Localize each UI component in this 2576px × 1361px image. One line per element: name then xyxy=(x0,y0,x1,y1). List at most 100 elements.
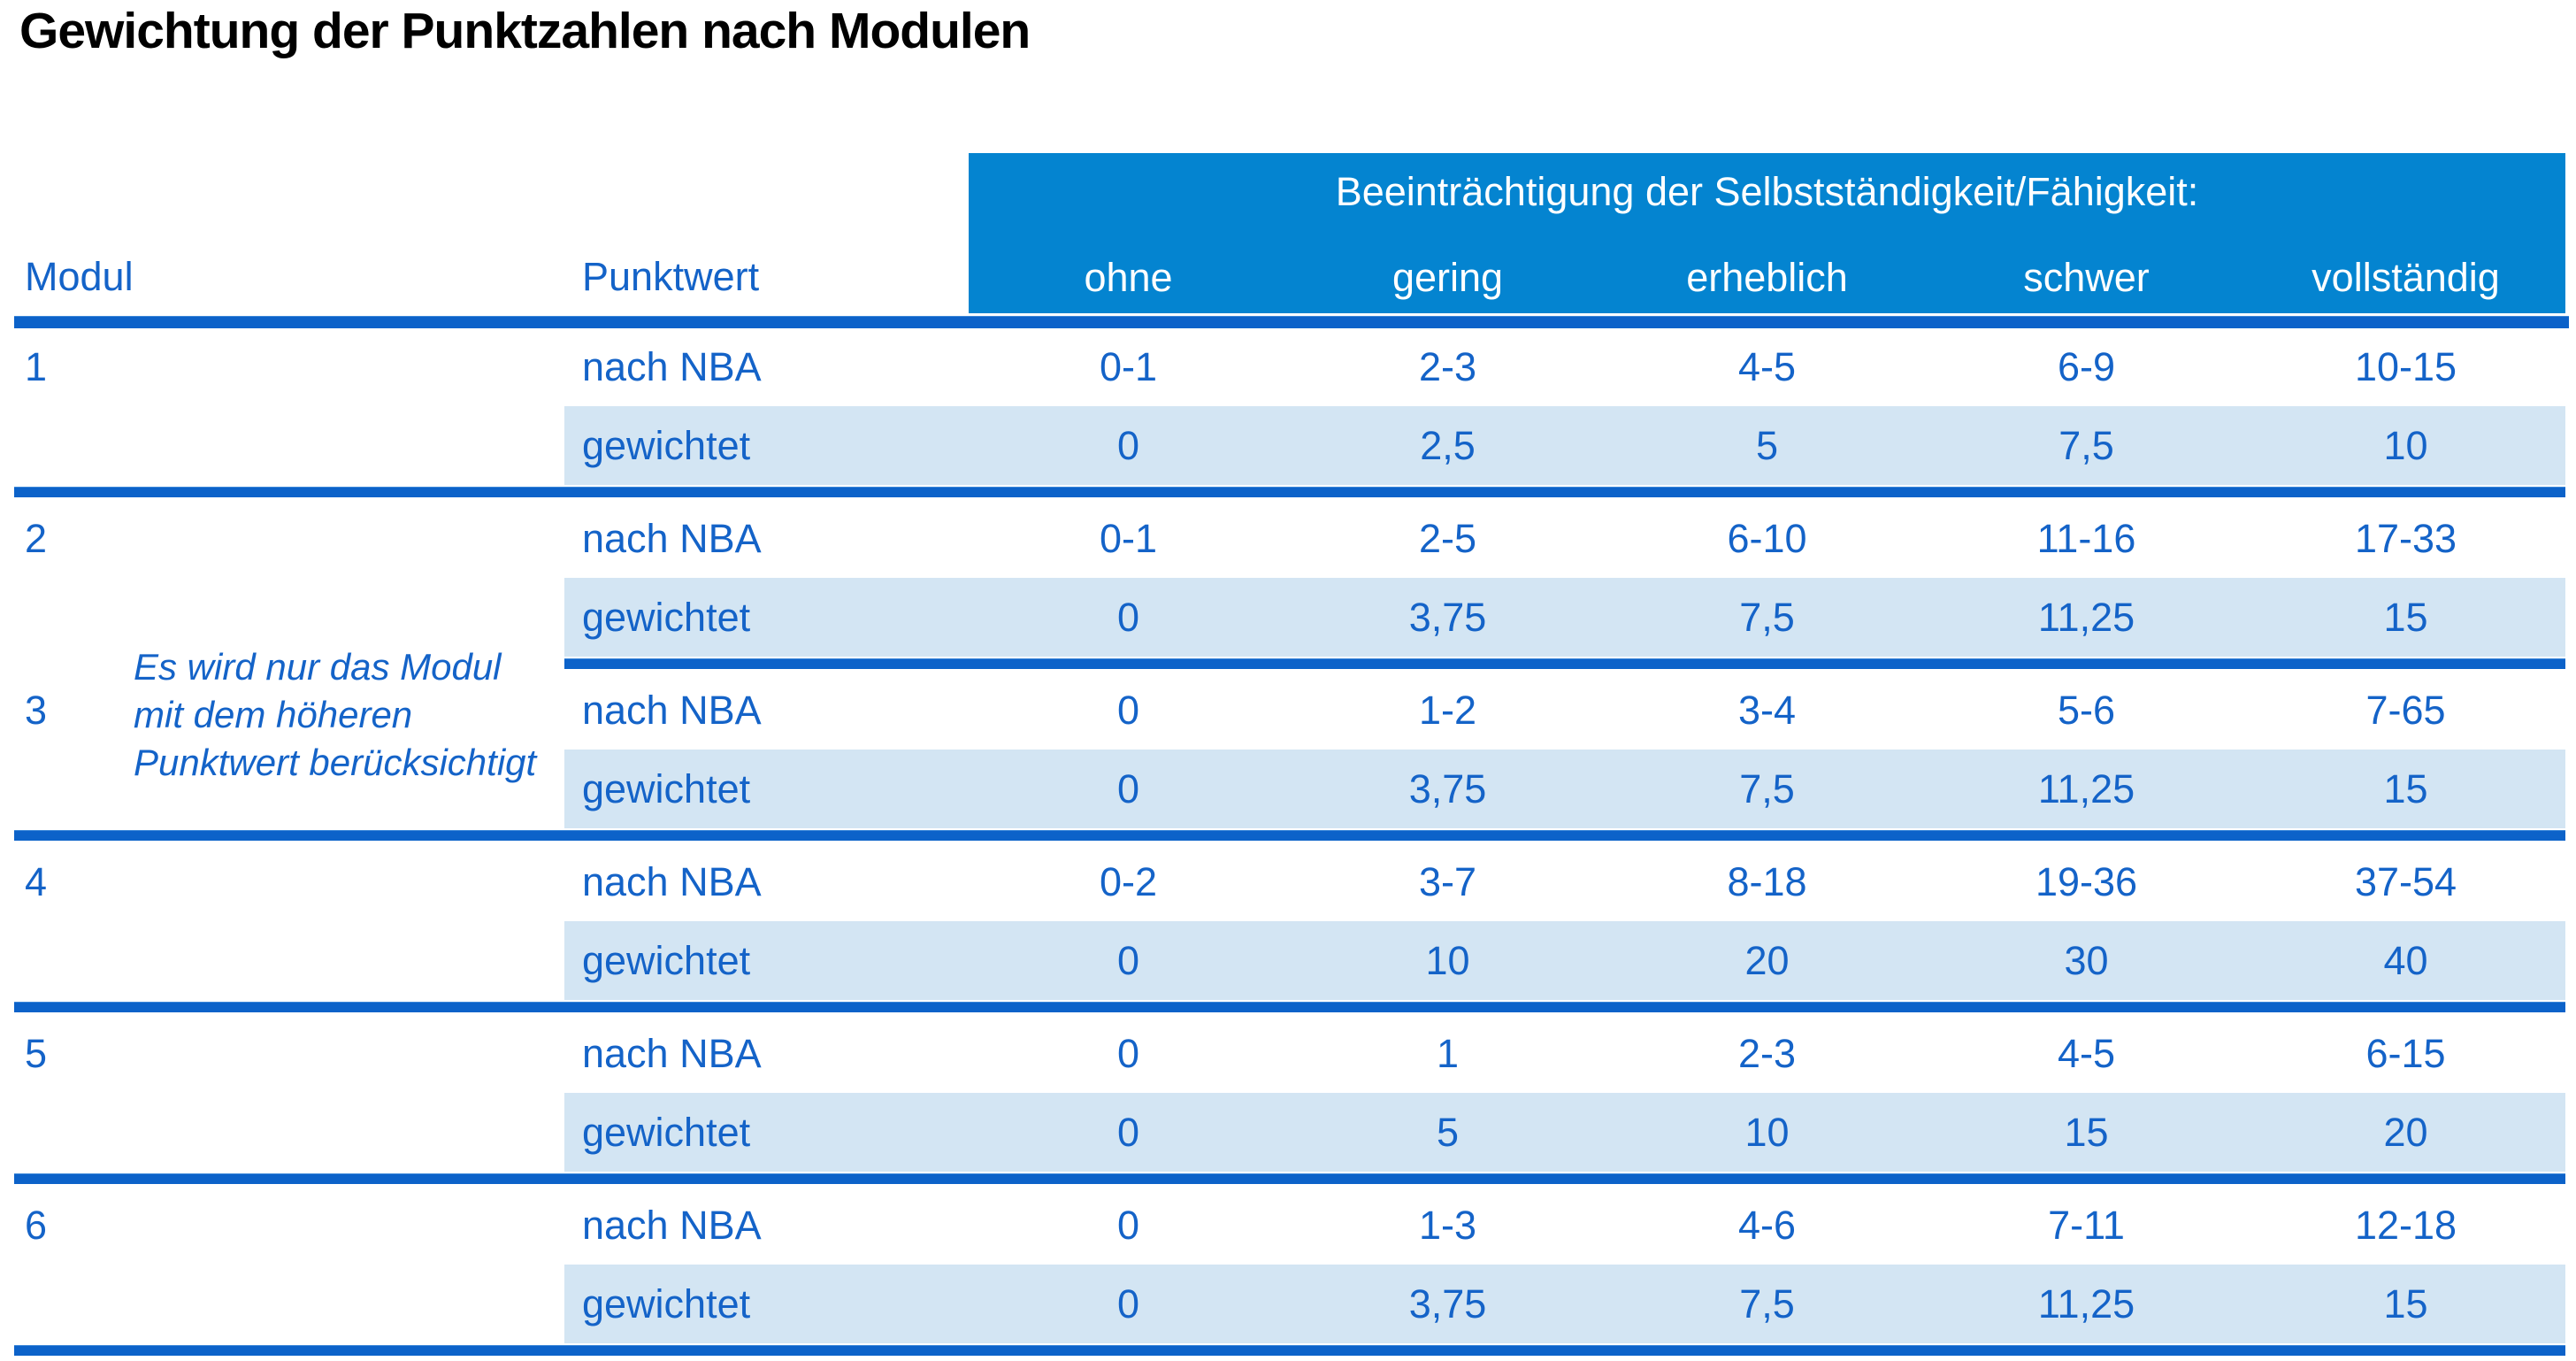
score-cell: 7-65 xyxy=(2365,687,2446,733)
note-line: mit dem höheren xyxy=(134,694,413,735)
table-row-modul1-gewichtet: gewichtet 0 2,5 5 7,5 10 xyxy=(14,406,2565,485)
row-type-label: gewichtet xyxy=(582,1280,751,1326)
module-divider xyxy=(14,485,2565,499)
row-type-label: nach NBA xyxy=(582,687,762,733)
row-type-label: gewichtet xyxy=(582,594,751,640)
score-cell: 2-5 xyxy=(1418,515,1477,561)
row-type-label: nach NBA xyxy=(582,515,762,561)
modul-number: 4 xyxy=(25,858,48,904)
score-cell: 11,25 xyxy=(2037,1280,2135,1326)
score-cell: 0 xyxy=(1116,1202,1140,1248)
row-type-label: nach NBA xyxy=(582,343,762,389)
score-cell: 10 xyxy=(2383,422,2428,468)
score-cell: 0 xyxy=(1116,937,1140,983)
severity-col-label-ohne: ohne xyxy=(1084,255,1173,300)
score-cell: 0 xyxy=(1116,765,1140,811)
severity-col-label-erheblich: erheblich xyxy=(1686,255,1848,300)
header-rule xyxy=(14,316,2569,328)
page-title: Gewichtung der Punktzahlen nach Modulen xyxy=(19,3,1031,59)
score-cell: 2,5 xyxy=(1420,422,1476,468)
score-cell: 2-3 xyxy=(1418,343,1477,389)
score-cell: 17-33 xyxy=(2354,515,2457,561)
severity-col-label-vollstaendig: vollständig xyxy=(2312,255,2500,300)
score-cell: 4-5 xyxy=(1737,343,1797,389)
score-cell: 0 xyxy=(1116,422,1140,468)
score-cell: 2-3 xyxy=(1737,1030,1797,1076)
table-row-modul5-gewichtet: gewichtet 0 5 10 15 20 xyxy=(14,1093,2565,1172)
score-cell: 15 xyxy=(2383,594,2428,640)
score-cell: 10 xyxy=(1744,1109,1790,1155)
table-row-modul4-nba: 4 nach NBA 0-2 3-7 8-18 19-36 37-54 xyxy=(14,842,2565,921)
score-cell: 3-7 xyxy=(1418,858,1477,904)
score-cell: 6-15 xyxy=(2365,1030,2446,1076)
row-type-label: gewichtet xyxy=(582,422,751,468)
score-cell: 8-18 xyxy=(1727,858,1807,904)
score-cell: 0 xyxy=(1116,1030,1140,1076)
row-type-label: gewichtet xyxy=(582,937,751,983)
score-cell: 0 xyxy=(1116,1109,1140,1155)
row-type-label: gewichtet xyxy=(582,765,751,811)
table-row-modul3-gewichtet: gewichtet 0 3,75 7,5 11,25 15 xyxy=(14,750,2565,828)
score-cell: 1 xyxy=(1436,1030,1460,1076)
score-cell: 40 xyxy=(2383,937,2428,983)
score-cell: 11,25 xyxy=(2037,594,2135,640)
table-row-modul4-gewichtet: gewichtet 0 10 20 30 40 xyxy=(14,921,2565,1000)
score-cell: 10 xyxy=(1425,937,1470,983)
score-cell: 7,5 xyxy=(1739,594,1795,640)
table-row-modul2-nba: 2 nach NBA 0-1 2-5 6-10 11-16 17-33 xyxy=(14,499,2565,578)
score-cell: 0-2 xyxy=(1099,858,1158,904)
score-cell: 4-5 xyxy=(2057,1030,2116,1076)
impairment-header-title: Beeinträchtigung der Selbstständigkeit/F… xyxy=(1335,169,2199,214)
row-type-label: nach NBA xyxy=(582,1202,762,1248)
table-row-modul5-nba: 5 nach NBA 0 1 2-3 4-5 6-15 xyxy=(14,1014,2565,1093)
modul-col-label: Modul xyxy=(25,254,134,299)
table-row-modul2-gewichtet: gewichtet 0 3,75 7,5 11,25 15 xyxy=(14,578,2565,657)
score-cell: 20 xyxy=(1744,937,1790,983)
score-cell: 1-2 xyxy=(1418,687,1477,733)
bottom-rule xyxy=(14,1343,2565,1357)
row-type-label: gewichtet xyxy=(582,1109,751,1155)
modul-number: 5 xyxy=(25,1030,48,1076)
score-cell: 1-3 xyxy=(1418,1202,1477,1248)
score-cell: 12-18 xyxy=(2354,1202,2457,1248)
impairment-header-band: Beeinträchtigung der Selbstständigkeit/F… xyxy=(969,153,2565,313)
score-cell: 0-1 xyxy=(1099,515,1158,561)
score-cell: 0 xyxy=(1116,594,1140,640)
score-cell: 11,25 xyxy=(2037,765,2135,811)
table-body: 1 nach NBA 0-1 2-3 4-5 6-9 10-15 gewicht… xyxy=(14,327,2565,1357)
score-cell: 3,75 xyxy=(1408,594,1487,640)
note-line: Es wird nur das Modul xyxy=(134,646,502,688)
score-cell: 0 xyxy=(1116,1280,1140,1326)
score-cell: 4-6 xyxy=(1737,1202,1797,1248)
score-cell: 3-4 xyxy=(1737,687,1797,733)
module-2-3-note: Es wird nur das Modul mit dem höheren Pu… xyxy=(134,643,536,787)
score-cell: 5-6 xyxy=(2057,687,2116,733)
table-row-modul3-nba: 3 nach NBA 0 1-2 3-4 5-6 7-65 xyxy=(14,671,2565,750)
score-cell: 0-1 xyxy=(1099,343,1158,389)
score-cell: 11-16 xyxy=(2036,515,2136,561)
score-cell: 6-9 xyxy=(2057,343,2116,389)
module-divider-short xyxy=(14,657,2565,671)
score-cell: 30 xyxy=(2064,937,2109,983)
score-cell: 20 xyxy=(2383,1109,2428,1155)
modul-number: 2 xyxy=(25,515,48,561)
severity-col-label-gering: gering xyxy=(1392,255,1504,300)
module-divider xyxy=(14,1000,2565,1014)
table-row-modul6-nba: 6 nach NBA 0 1-3 4-6 7-11 12-18 xyxy=(14,1186,2565,1265)
table-row-modul1-nba: 1 nach NBA 0-1 2-3 4-5 6-9 10-15 xyxy=(14,327,2565,406)
severity-column-labels: ohne gering erheblich schwer vollständig xyxy=(969,253,2565,303)
score-cell: 19-36 xyxy=(2035,858,2138,904)
row-type-label: nach NBA xyxy=(582,1030,762,1076)
score-cell: 15 xyxy=(2383,1280,2428,1326)
score-cell: 37-54 xyxy=(2354,858,2457,904)
row-type-label: nach NBA xyxy=(582,858,762,904)
score-cell: 7,5 xyxy=(2058,422,2114,468)
score-cell: 7,5 xyxy=(1739,1280,1795,1326)
score-cell: 15 xyxy=(2383,765,2428,811)
note-line: Punktwert berücksichtigt xyxy=(134,742,537,783)
table-row-modul6-gewichtet: gewichtet 0 3,75 7,5 11,25 15 xyxy=(14,1265,2565,1343)
score-cell: 6-10 xyxy=(1727,515,1807,561)
score-cell: 0 xyxy=(1116,687,1140,733)
modul-number: 6 xyxy=(25,1202,48,1248)
score-cell: 7-11 xyxy=(2048,1202,2125,1248)
